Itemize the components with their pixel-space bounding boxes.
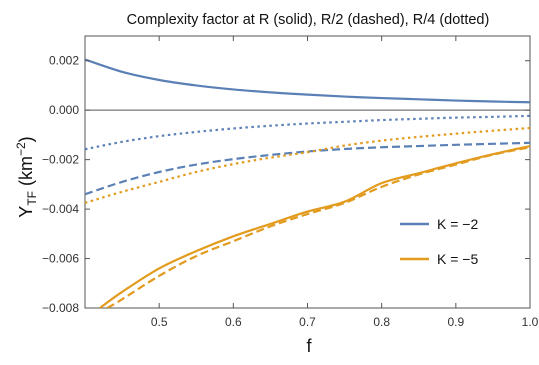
series-line-k5-dotted: [85, 126, 530, 204]
plot-frame: [84, 35, 531, 309]
chart-title: Complexity factor at R (solid), R/2 (das…: [127, 12, 490, 28]
y-axis-label-subscript: TF: [25, 191, 39, 206]
x-tick-label: 0.6: [225, 315, 242, 329]
x-tick-label: 0.7: [299, 315, 316, 329]
y-axis-label-unit-open: (km: [16, 156, 36, 191]
y-tick-label: 0.002: [49, 54, 79, 68]
series-line-k5-solid: [99, 144, 530, 308]
legend-label-k-minus-2: K = −2: [437, 216, 478, 232]
y-tick-label: −0.004: [42, 202, 79, 216]
legend-label-k-minus-5: K = −5: [437, 251, 478, 267]
legend: K = −2 K = −5: [400, 216, 478, 267]
x-axis-label: f: [306, 336, 312, 356]
y-axis-label-unit-close: ): [16, 136, 36, 142]
series-line-k2-solid: [85, 58, 530, 104]
y-axis-label-unit-exp: −2: [14, 142, 28, 156]
series-line-k2-dotted: [85, 114, 530, 151]
x-tick-label: 0.8: [373, 315, 390, 329]
x-tick-label: 1.0: [522, 315, 539, 329]
x-tick-label: 0.9: [447, 315, 464, 329]
y-axis-label: YTF (km−2): [14, 136, 39, 217]
y-axis-label-main: Y: [16, 206, 36, 218]
y-tick-label: −0.008: [42, 301, 79, 315]
y-tick-label: 0.000: [49, 103, 79, 117]
y-tick-label: −0.002: [42, 153, 79, 167]
x-tick-label: 0.5: [151, 315, 168, 329]
y-tick-label: −0.006: [42, 252, 79, 266]
series-line-k5-dashed: [106, 146, 530, 308]
series-line-k2-dashed: [85, 141, 530, 196]
